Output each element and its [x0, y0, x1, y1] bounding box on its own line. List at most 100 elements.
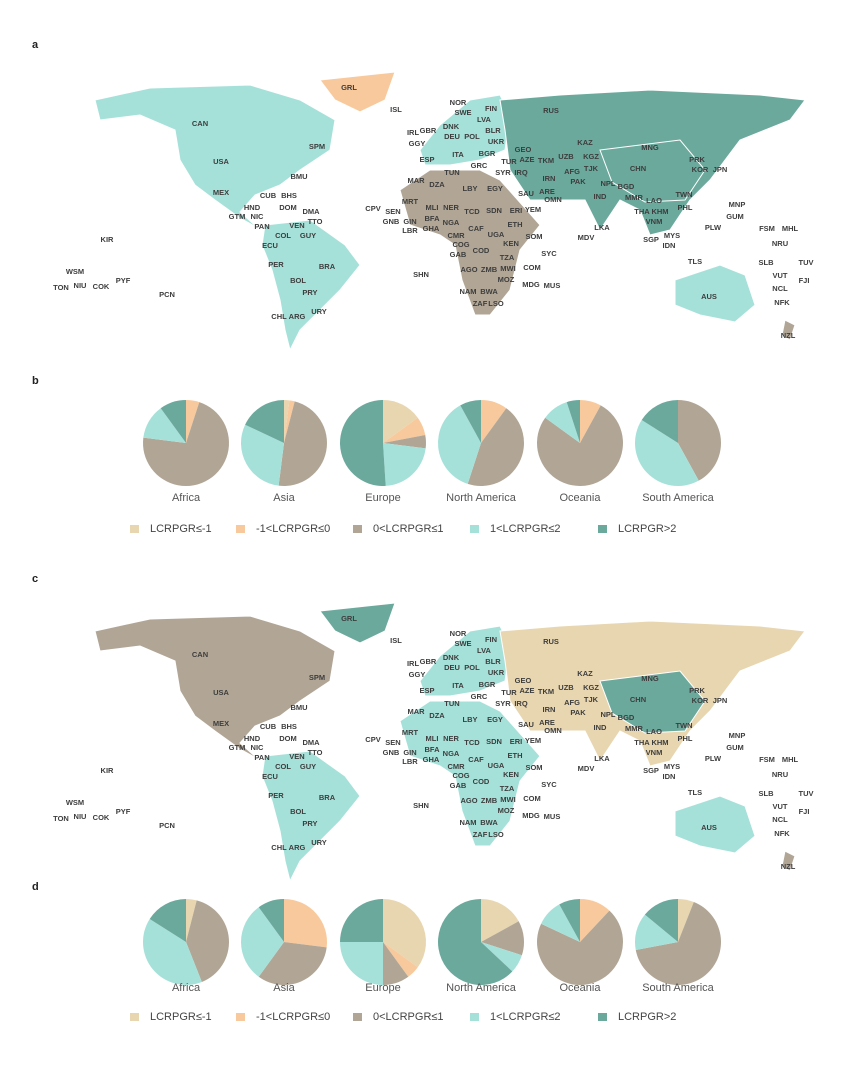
panel-label: a: [32, 39, 39, 51]
country-label: PAK: [570, 708, 586, 717]
country-label: MYS: [664, 231, 680, 240]
country-label: COM: [523, 794, 541, 803]
country-label: GAB: [450, 781, 467, 790]
pie-slice: [481, 942, 522, 972]
country-label: RUS: [543, 106, 559, 115]
country-label: UZB: [558, 683, 574, 692]
pie-slice: [678, 400, 721, 481]
land: [319, 71, 396, 113]
country-label: ITA: [452, 150, 464, 159]
pie-slice: [284, 400, 295, 443]
pie-slice: [186, 400, 200, 443]
country-label: LVA: [477, 115, 491, 124]
country-label: JPN: [713, 696, 728, 705]
country-label: NAM: [459, 287, 476, 296]
country-label: COG: [452, 240, 469, 249]
pie-label: Europe: [365, 982, 400, 994]
country-label: PLW: [705, 754, 722, 763]
country-label: BMU: [290, 703, 307, 712]
country-label: GTM: [229, 212, 246, 221]
country-label: KGZ: [583, 152, 599, 161]
land: [599, 139, 706, 203]
country-label: ZAF: [473, 299, 488, 308]
country-label: FIN: [485, 104, 497, 113]
country-label: MHL: [782, 224, 799, 233]
country-label: URY: [311, 307, 327, 316]
country-label: WSM: [66, 798, 84, 807]
country-label: SLB: [759, 789, 775, 798]
pie-slice: [644, 899, 678, 942]
country-label: NER: [443, 203, 459, 212]
country-label: LBY: [463, 715, 478, 724]
country-label: COG: [452, 771, 469, 780]
country-label: LBY: [463, 184, 478, 193]
country-label: FSM: [759, 755, 775, 764]
pie-slice: [635, 914, 678, 951]
country-label: GGY: [409, 670, 426, 679]
country-label: VEN: [289, 221, 304, 230]
legend-label: -1<LCRPGR≤0: [256, 1011, 330, 1023]
country-label: TWN: [675, 190, 692, 199]
country-label: FSM: [759, 224, 775, 233]
country-label: PER: [268, 791, 284, 800]
country-label: GHA: [423, 755, 440, 764]
country-label: LKA: [594, 754, 610, 763]
country-label: NIU: [74, 812, 87, 821]
pie-slice: [284, 400, 290, 443]
pie-slice: [537, 405, 623, 487]
pie-label: Europe: [365, 492, 400, 504]
country-label: AZE: [520, 686, 535, 695]
country-label: SAU: [518, 720, 534, 729]
country-label: KIR: [101, 235, 115, 244]
country-label: SOM: [525, 763, 542, 772]
country-label: KGZ: [583, 683, 599, 692]
country-label: IND: [594, 192, 608, 201]
country-label: GEO: [515, 145, 532, 154]
country-label: TON: [53, 814, 69, 823]
country-label: MWI: [500, 264, 515, 273]
country-label: COL: [275, 762, 291, 771]
country-label: WSM: [66, 267, 84, 276]
country-label: SWE: [454, 639, 471, 648]
country-label: MLI: [426, 734, 439, 743]
country-label: CMR: [447, 231, 465, 240]
country-label: SYC: [541, 249, 557, 258]
country-label: FIN: [485, 635, 497, 644]
country-label: GEO: [515, 676, 532, 685]
pie-slice: [143, 408, 186, 443]
country-label: SYR: [495, 699, 511, 708]
country-label: BGR: [479, 149, 496, 158]
pie-slice: [340, 400, 386, 486]
country-label: VEN: [289, 752, 304, 761]
country-label: UGA: [488, 230, 505, 239]
country-label: GHA: [423, 224, 440, 233]
country-label: GUY: [300, 231, 316, 240]
pie-slice: [580, 899, 610, 942]
country-label: GIN: [403, 748, 416, 757]
country-label: TZA: [500, 784, 515, 793]
pie-slice: [635, 902, 721, 985]
country-label: MNG: [641, 143, 659, 152]
pie-slice: [383, 443, 426, 486]
country-label: MUS: [544, 812, 561, 821]
country-label: LBR: [402, 757, 418, 766]
country-label: NER: [443, 734, 459, 743]
country-label: EGY: [487, 715, 503, 724]
country-label: KHM: [651, 207, 668, 216]
country-label: HND: [244, 734, 261, 743]
country-label: KEN: [503, 239, 519, 248]
pie-slice: [340, 942, 383, 985]
legend-label: 0<LCRPGR≤1: [373, 523, 444, 535]
legend-swatch: [236, 525, 245, 533]
country-label: KOR: [692, 165, 709, 174]
country-label: MDV: [578, 764, 595, 773]
country-label: SEN: [385, 738, 400, 747]
land: [399, 169, 541, 316]
country-label: BLR: [485, 126, 501, 135]
pie-slice: [580, 400, 601, 443]
pie-slice: [460, 400, 481, 443]
pie-slice: [545, 402, 580, 443]
legend-label: LCRPGR>2: [618, 1011, 676, 1023]
land: [319, 602, 396, 644]
country-label: GBR: [420, 657, 437, 666]
